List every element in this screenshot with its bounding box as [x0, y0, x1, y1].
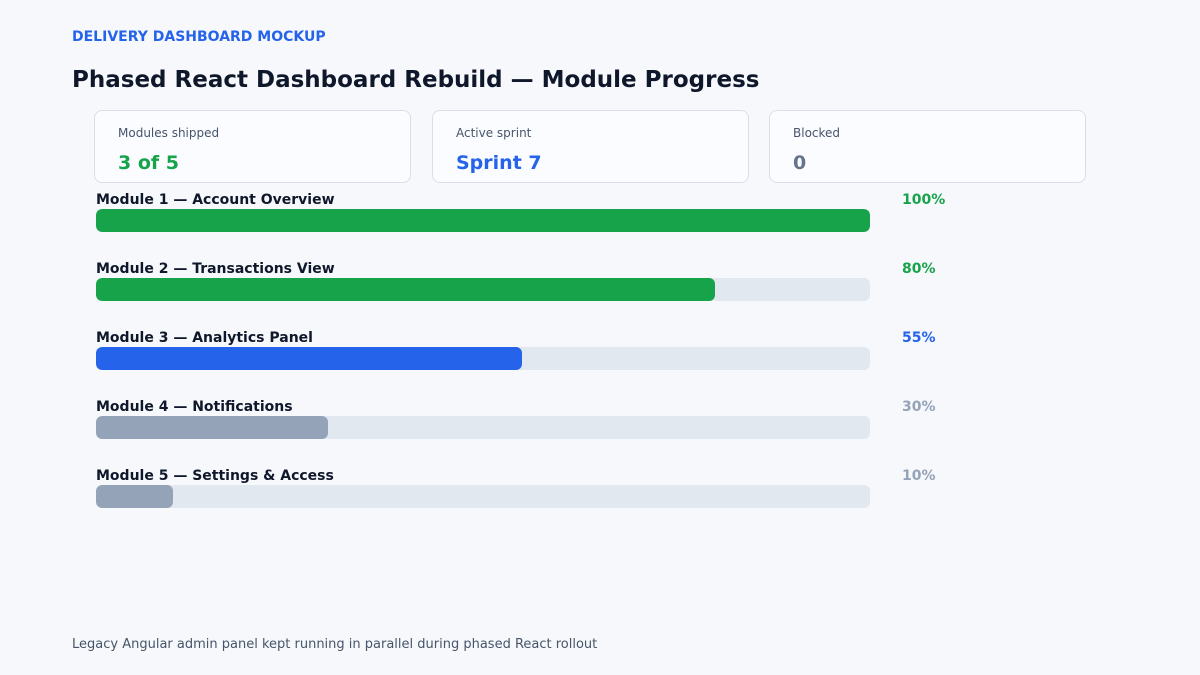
progress-track	[96, 347, 870, 370]
summary-card-active-sprint: Active sprint Sprint 7	[432, 110, 749, 183]
progress-track	[96, 209, 870, 232]
module-row-1: Module 1 — Account Overview 100%	[96, 190, 956, 234]
card-label: Active sprint	[456, 126, 532, 140]
progress-track	[96, 278, 870, 301]
summary-card-blocked: Blocked 0	[769, 110, 1086, 183]
module-row-4: Module 4 — Notifications 30%	[96, 397, 956, 441]
card-label: Blocked	[793, 126, 841, 140]
progress-fill	[96, 416, 329, 439]
progress-percent: 100%	[902, 192, 946, 208]
module-row-3: Module 3 — Analytics Panel 55%	[96, 328, 956, 372]
progress-percent: 80%	[902, 261, 936, 277]
module-name: Module 2 — Transactions View	[96, 261, 335, 277]
progress-percent: 30%	[902, 399, 936, 415]
eyebrow-label: DELIVERY DASHBOARD MOCKUP	[72, 29, 326, 45]
summary-card-modules-shipped: Modules shipped 3 of 5	[94, 110, 411, 183]
progress-percent: 55%	[902, 330, 936, 346]
progress-fill	[96, 278, 716, 301]
card-label: Modules shipped	[118, 126, 220, 140]
footer-note: Legacy Angular admin panel kept running …	[72, 637, 598, 652]
card-value: Sprint 7	[456, 152, 542, 174]
page-title: Phased React Dashboard Rebuild — Module …	[72, 67, 760, 93]
progress-percent: 10%	[902, 468, 936, 484]
progress-track	[96, 485, 870, 508]
module-row-5: Module 5 — Settings & Access 10%	[96, 466, 956, 510]
module-name: Module 3 — Analytics Panel	[96, 330, 313, 346]
progress-fill	[96, 347, 522, 370]
progress-fill	[96, 209, 870, 232]
progress-fill	[96, 485, 174, 508]
progress-track	[96, 416, 870, 439]
module-name: Module 4 — Notifications	[96, 399, 293, 415]
module-row-2: Module 2 — Transactions View 80%	[96, 259, 956, 303]
module-name: Module 5 — Settings & Access	[96, 468, 334, 484]
card-value: 3 of 5	[118, 152, 179, 174]
module-name: Module 1 — Account Overview	[96, 192, 335, 208]
card-value: 0	[793, 152, 807, 174]
